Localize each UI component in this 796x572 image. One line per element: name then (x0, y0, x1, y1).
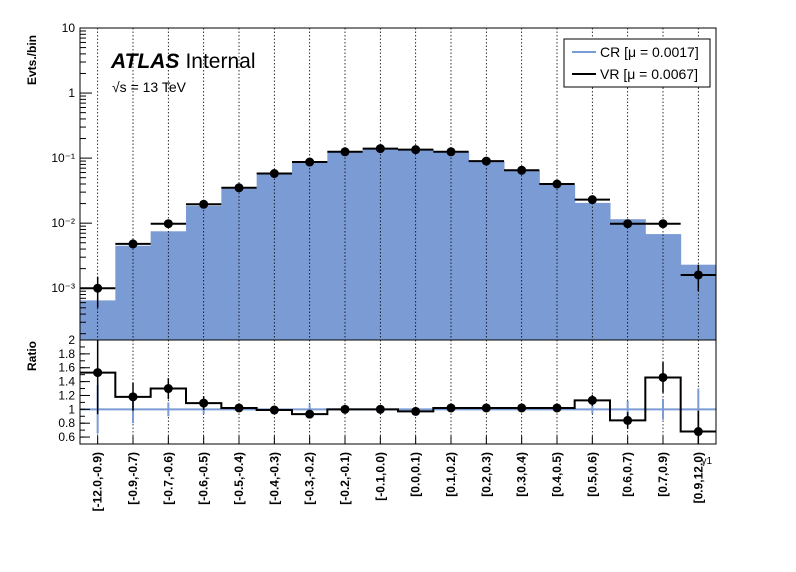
vr-point (93, 283, 103, 293)
x-tick-label: [-0.6,-0.5) (197, 452, 211, 505)
cr-bar (362, 148, 399, 340)
grid-lines (97, 28, 699, 340)
ratio-y-tick-label: 1.4 (58, 375, 75, 389)
cr-bar (504, 170, 540, 340)
vr-point (587, 195, 597, 205)
y-axis-ticks: 10⁻³ 10⁻² 10⁻¹ 1 10 (51, 21, 92, 335)
ratio-point (587, 395, 597, 405)
x-axis-title: γ1 (701, 456, 712, 467)
ratio-point (269, 405, 279, 415)
x-tick-label: [-12.0,-0.9) (91, 452, 105, 511)
ratio-point (93, 368, 103, 378)
x-tick-label: [0.7,0.9) (656, 452, 670, 497)
vr-point (128, 239, 138, 249)
x-tick-label: [0.2,0.3) (479, 452, 493, 497)
vr-point (552, 179, 562, 189)
ratio-point (446, 403, 456, 413)
ratio-point (163, 384, 173, 394)
cr-bar (574, 202, 611, 340)
legend-box (563, 38, 711, 88)
vr-point (234, 183, 244, 193)
vr-series (80, 144, 716, 308)
x-tick-label: [0.3,0.4) (515, 452, 529, 497)
ratio-y-tick-label: 1.6 (58, 361, 75, 375)
legend-label-vr: VR [μ = 0.0067] (600, 66, 698, 82)
x-tick-label: [-0.7,-0.6) (161, 452, 175, 505)
ratio-point (199, 398, 209, 408)
vr-point (340, 147, 350, 157)
cr-bar (610, 219, 646, 340)
y-tick-label: 10⁻³ (51, 281, 75, 295)
y-tick-label: 10 (62, 21, 76, 35)
vr-point (517, 165, 527, 175)
atlas-logo-text: ATLAS (110, 50, 179, 73)
ratio-pad: 0.60.811.21.41.61.82 [-12.0,-0.9) [-0.9,-… (58, 333, 717, 511)
x-tick-label: [0.9,12.0) (691, 452, 705, 503)
vr-point (163, 219, 173, 229)
y-tick-label: 1 (68, 86, 75, 100)
main-pad: 10⁻³ 10⁻² 10⁻¹ 1 10 (51, 21, 717, 341)
legend: CR [μ = 0.0017] VR [μ = 0.0067] (563, 38, 711, 88)
vr-point (623, 219, 633, 229)
ratio-y-tick-label: 2 (68, 333, 75, 347)
vr-point (693, 270, 703, 280)
x-tick-label: [-0.3,-0.2) (303, 452, 317, 505)
ratio-point (481, 403, 491, 413)
vr-point (411, 145, 421, 155)
x-tick-label: [0.0,0.1) (409, 452, 423, 497)
cr-bar (115, 245, 152, 340)
ratio-point (693, 427, 703, 437)
x-tick-label: [-0.2,-0.1) (338, 452, 352, 505)
ratio-point (305, 409, 315, 419)
x-tick-label: [-0.1,0.0) (373, 452, 387, 501)
ratio-frame (79, 339, 717, 445)
y-tick-label: 10⁻² (51, 216, 75, 230)
cr-bar (150, 231, 187, 340)
vr-point (446, 147, 456, 157)
ratio-point (375, 404, 385, 414)
vr-point (375, 144, 385, 154)
ratio-point (517, 403, 527, 413)
cr-bar (398, 149, 434, 340)
internal-text: Internal (185, 50, 255, 73)
ratio-y-tick-label: 1.8 (58, 347, 75, 361)
ratio-point (658, 372, 668, 382)
x-tick-label: [0.6,0.7) (621, 452, 635, 497)
vr-point (199, 199, 209, 209)
ratio-point (234, 403, 244, 413)
ratio-point (411, 406, 421, 416)
ratio-point (623, 415, 633, 425)
y-tick-label: 10⁻¹ (51, 151, 75, 165)
x-axis-ticks: [-12.0,-0.9) [-0.9,-0.7) [-0.7,-0.6) [-0.6,… (91, 436, 705, 511)
energy-label: √s = 13 TeV (112, 79, 187, 95)
vr-point (305, 157, 315, 167)
ratio-point (552, 403, 562, 413)
x-tick-label: [0.4,0.5) (550, 452, 564, 497)
atlas-label: ATLAS Internal (110, 50, 255, 73)
y-axis-title: Evts./bin (25, 35, 39, 85)
ratio-axis-title: Ratio (25, 341, 39, 371)
cr-bar (292, 161, 328, 340)
ratio-y-tick-label: 0.6 (58, 430, 75, 444)
ratio-y-tick-label: 0.8 (58, 416, 75, 430)
ratio-point (340, 404, 350, 414)
vr-point (658, 219, 668, 229)
ratio-point (128, 392, 138, 402)
ratio-y-axis-ticks: 0.60.811.21.41.61.82 (58, 333, 90, 445)
x-tick-label: [0.1,0.2) (444, 452, 458, 497)
legend-label-cr: CR [μ = 0.0017] (600, 44, 699, 60)
x-tick-label: [-0.5,-0.4) (232, 452, 246, 505)
cr-bar (468, 160, 505, 340)
cr-bar (539, 184, 576, 340)
x-tick-label: [0.5,0.6) (585, 452, 599, 497)
ratio-series (80, 340, 716, 444)
vr-point (269, 169, 279, 179)
ratio-y-tick-label: 1.2 (58, 388, 75, 402)
x-tick-label: [-0.4,-0.3) (267, 452, 281, 505)
x-tick-label: [-0.9,-0.7) (126, 452, 140, 505)
ratio-y-tick-label: 1 (68, 402, 75, 416)
vr-point (481, 156, 491, 166)
